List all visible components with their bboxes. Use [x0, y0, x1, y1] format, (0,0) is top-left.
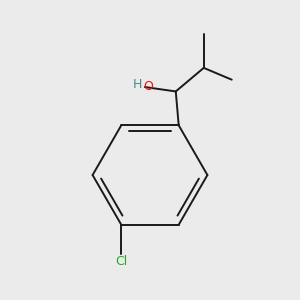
Text: Cl: Cl — [115, 255, 128, 268]
Text: O: O — [143, 80, 153, 93]
Text: H: H — [133, 78, 142, 91]
